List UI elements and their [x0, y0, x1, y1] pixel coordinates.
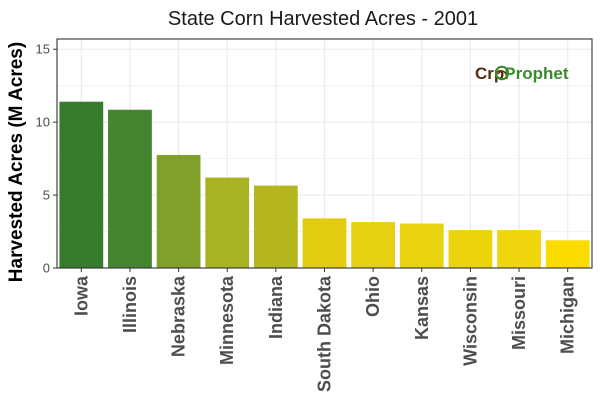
bar-kansas [399, 223, 444, 268]
logo-text: CrpProphet [475, 64, 569, 83]
logo-globe-swoosh [497, 70, 507, 75]
chart-title: State Corn Harvested Acres - 2001 [168, 8, 478, 30]
bar-south-dakota [302, 218, 347, 268]
bar-michigan [545, 240, 590, 268]
x-tick-label: Ohio [363, 276, 383, 317]
x-tick-label: Kansas [412, 276, 432, 340]
x-tick-label: Nebraska [169, 275, 189, 357]
logo-text-cr: Cr [475, 64, 494, 83]
x-tick-label: Wisconsin [460, 276, 480, 366]
bar-illinois [108, 109, 152, 268]
bar-wisconsin [448, 230, 493, 268]
x-tick-label: Illinois [120, 276, 140, 333]
bar-minnesota [205, 177, 250, 268]
y-tick-label: 0 [43, 261, 50, 276]
bar-ohio [351, 222, 396, 268]
cropprophet-logo: CrpProphet [475, 64, 569, 83]
plot-area: 0 5 10 15 Iowa Illinois Nebraska Minnesota India… [36, 38, 593, 392]
bar-missouri [497, 230, 541, 268]
x-tick-label: Iowa [71, 275, 91, 316]
x-tick-label: Missouri [509, 276, 529, 350]
logo-text-prophet: Prophet [504, 64, 569, 83]
bar-nebraska [156, 154, 201, 268]
logo-globe-mark [494, 65, 510, 81]
x-tick-label: Michigan [558, 276, 578, 354]
bar-iowa [59, 101, 104, 268]
x-tick-label: Indiana [266, 275, 286, 339]
logo-globe-ring [494, 65, 510, 81]
y-axis-label: Harvested Acres (M Acres) [6, 42, 27, 282]
x-tick-label: South Dakota [315, 275, 335, 392]
x-tick-label: Minnesota [217, 275, 237, 365]
y-tick-label: 5 [43, 188, 50, 203]
bar-indiana [253, 185, 298, 268]
y-tick-label: 15 [36, 42, 50, 57]
y-tick-label: 10 [36, 115, 50, 130]
